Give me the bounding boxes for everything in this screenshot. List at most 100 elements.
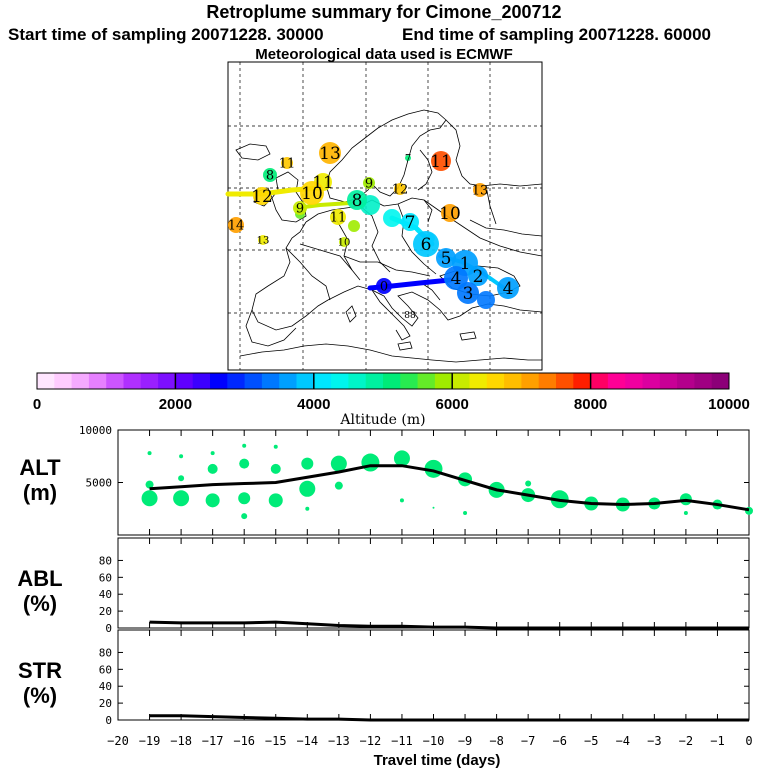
day-label: 14 [228,219,245,234]
colorbar-cell [417,373,436,389]
x-tick-label: −8 [489,734,503,748]
y-tick-label: 60 [99,571,112,584]
x-tick-label: −13 [328,734,350,748]
panel-ylabel-unit: (%) [23,591,57,616]
plume-cluster [300,181,324,205]
series-line-abl [149,620,749,630]
altitude-cluster-point [463,510,468,515]
plume-cluster [347,190,367,210]
x-tick-label: −5 [584,734,598,748]
panel-frame [117,537,750,629]
colorbar-cell [140,373,159,389]
y-tick-label: 20 [99,605,112,618]
altitude-cluster-point [238,492,251,505]
x-tick-label: −4 [616,734,630,748]
plume-cluster [253,187,271,205]
altitude-cluster-point [432,506,435,509]
colorbar-cell [348,373,367,389]
colorbar-cell [88,373,107,389]
colorbar-cell [331,373,349,389]
colorbar-tick-label: 6000 [436,396,469,413]
colorbar-cell [694,373,713,389]
day-label: 11 [330,211,347,226]
altitude-cluster-point [273,444,278,449]
panel-ylabel: STR [18,658,62,683]
colorbar-cell [625,373,643,389]
day-label: 12 [392,183,409,198]
altitude-cluster-point [141,490,158,507]
altitude-cluster-point [268,493,283,508]
plume-cluster [228,217,244,233]
day-label: 7 [405,213,416,233]
y-tick-label: 80 [99,554,112,567]
panel-ylabel-unit: (m) [23,480,57,505]
panel-frame [117,429,750,536]
day-label: 9 [365,177,373,192]
altitude-cluster-point [393,450,410,467]
colorbar-cell [296,373,315,389]
x-tick-label: −11 [391,734,413,748]
chart-title: Retroplume summary for Cimone_200712 [206,2,562,22]
x-tick-label: −18 [170,734,192,748]
day-label: 7 [405,154,411,165]
panel-ylabel: ALT [19,455,61,480]
colorbar-cell [383,373,401,389]
y-tick-label: 60 [99,663,112,676]
plume-cluster [363,177,375,189]
y-tick-label: 40 [99,680,112,693]
colorbar-cell [573,373,592,389]
day-label: 10 [439,204,461,224]
panel-alt: 5000 10000 ALT(m) [19,424,753,536]
altitude-cluster-point [399,498,404,503]
day-label: 10 [338,238,351,249]
altitude-cluster-point [299,480,316,497]
day-label: 4 [503,279,514,299]
plume-cluster [468,266,488,286]
plume-cluster [394,183,406,195]
colorbar-tick-label: 10000 [708,396,750,413]
altitude-cluster-point [239,458,250,469]
day-label: 9 [296,202,304,217]
altitude-cluster-point [147,451,152,456]
y-tick-label: 0 [105,714,112,727]
altitude-cluster-point [301,457,314,470]
x-tick-label: −1 [710,734,724,748]
colorbar-tick-label: 4000 [297,396,330,413]
plume-cluster [401,213,419,231]
plume-cluster [281,157,293,169]
x-tick-label: −10 [423,734,445,748]
colorbar-cell [590,373,609,389]
colorbar-cell [659,373,678,389]
altitude-cluster-point [207,463,218,474]
end-time-label: End time of sampling 20071228. 60000 [402,25,711,44]
colorbar-cell [106,373,124,389]
colorbar-cell [538,373,557,389]
colorbar-cell [123,373,142,389]
colorbar-cell [486,373,505,389]
day-label: 12 [251,187,273,207]
colorbar-cells [37,373,730,389]
altitude-cluster-point [205,493,220,508]
day-label: 11 [279,157,296,172]
day-label: 13 [257,236,270,247]
plume-cluster [473,183,487,197]
colorbar-frame [36,372,730,390]
day-label: 8 [352,191,363,211]
plume-cluster [436,248,456,268]
day-label: 6 [421,235,432,255]
altitude-cluster-point [270,463,281,474]
colorbar-cell [677,373,695,389]
plume-cluster [376,278,392,294]
x-tick-label: −12 [360,734,382,748]
colorbar-cell [261,373,280,389]
plume-cluster [441,204,459,222]
colorbar-tick-label: 8000 [574,396,607,413]
colorbar-cell [210,373,228,389]
plume-cluster [405,155,411,161]
colorbar-cell [175,373,194,389]
panel-abl: 0 20 40 60 80 ABL(%) [17,537,750,635]
y-tick-label: 5000 [86,477,113,490]
x-tick-label: −17 [202,734,224,748]
